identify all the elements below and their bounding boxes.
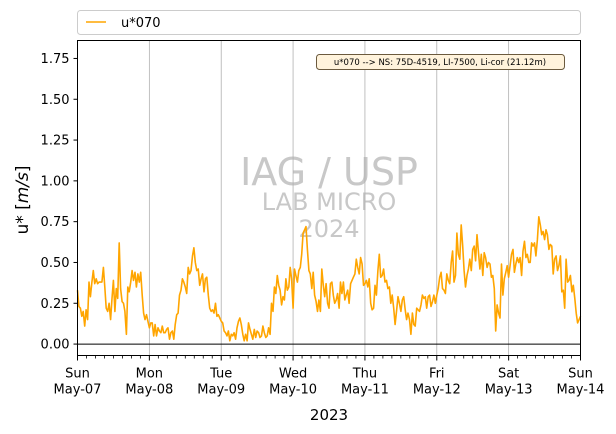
x-tick-label-date: May-10 bbox=[269, 383, 317, 398]
legend: u*070 bbox=[77, 10, 581, 35]
y-tick-label: 0.75 bbox=[41, 215, 70, 230]
annotation-text: u*070 --> NS: 75D-4519, LI-7500, Li-cor … bbox=[334, 58, 546, 68]
x-tick-label-date: May-11 bbox=[341, 383, 389, 398]
series-line-u070 bbox=[76, 216, 582, 342]
y-axis-label: u* [m/s] bbox=[13, 165, 33, 234]
y-tick-label: 1.50 bbox=[41, 93, 70, 108]
x-tick-label-date: May-14 bbox=[557, 383, 605, 398]
y-tick-label: 0.00 bbox=[41, 338, 70, 353]
x-tick-label-day: Sun bbox=[65, 367, 90, 382]
x-tick-label-date: May-07 bbox=[54, 383, 102, 398]
x-tick-label-day: Mon bbox=[136, 367, 163, 382]
x-tick-label-day: Sat bbox=[498, 367, 519, 382]
legend-frame bbox=[77, 10, 581, 35]
watermark-line-3: 2024 bbox=[298, 215, 359, 243]
x-axis-ticks: SunMay-07MonMay-08TueMay-09WedMay-10ThuM… bbox=[54, 355, 605, 398]
legend-entry-u070: u*070 bbox=[121, 16, 161, 31]
annotation-box bbox=[316, 54, 565, 70]
x-tick-label-date: May-13 bbox=[485, 383, 533, 398]
x-tick-label-day: Wed bbox=[279, 367, 307, 382]
x-tick-label-date: May-09 bbox=[197, 383, 245, 398]
x-tick-label-day: Fri bbox=[429, 367, 445, 382]
watermark-line-1: IAG / USP bbox=[240, 150, 418, 194]
y-tick-label: 1.25 bbox=[41, 134, 70, 149]
x-axis-label: 2023 bbox=[310, 406, 348, 424]
y-tick-label: 1.00 bbox=[41, 174, 70, 189]
x-tick-label-day: Tue bbox=[209, 367, 232, 382]
x-tick-label-day: Sun bbox=[568, 367, 593, 382]
y-tick-label: 0.50 bbox=[41, 256, 70, 271]
watermark-line-2: LAB MICRO bbox=[262, 188, 397, 216]
x-tick-label-date: May-12 bbox=[413, 383, 461, 398]
y-tick-label: 0.25 bbox=[41, 297, 70, 312]
y-tick-label: 1.75 bbox=[41, 52, 70, 67]
x-tick-label-date: May-08 bbox=[125, 383, 173, 398]
watermark: IAG / USP LAB MICRO 2024 bbox=[240, 150, 418, 243]
x-tick-label-day: Thu bbox=[352, 367, 377, 382]
sensor-annotation: u*070 --> NS: 75D-4519, LI-7500, Li-cor … bbox=[316, 54, 565, 70]
y-axis-ticks: 0.00 0.25 0.50 0.75 1.00 1.25 1.50 1.75 bbox=[41, 52, 78, 353]
